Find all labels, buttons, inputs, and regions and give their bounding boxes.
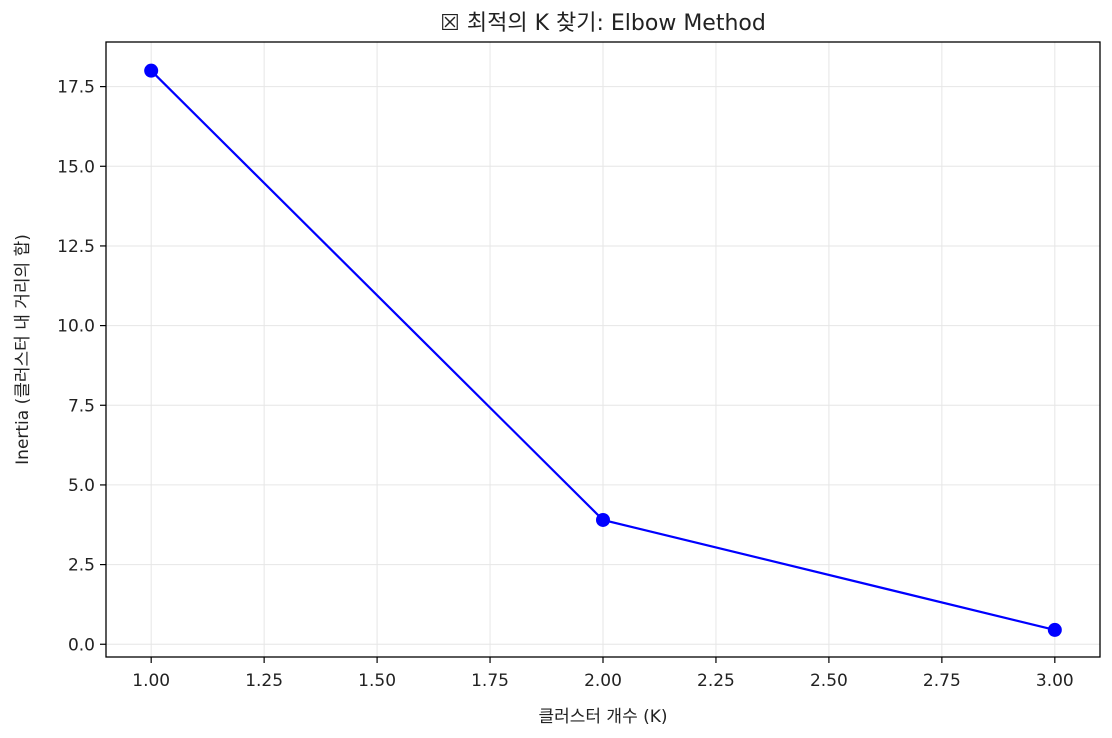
data-point: [1047, 622, 1062, 637]
x-tick-label: 1.75: [471, 671, 509, 691]
x-tick-label: 3.00: [1036, 671, 1074, 691]
x-tick-label: 2.75: [923, 671, 961, 691]
x-tick-label: 2.25: [697, 671, 735, 691]
x-tick-label: 1.25: [245, 671, 283, 691]
x-tick-label: 1.00: [132, 671, 170, 691]
labels-layer: ☒ 최적의 K 찾기: Elbow Method 클러스터 개수 (K) Ine…: [13, 11, 766, 727]
y-tick-label: 7.5: [68, 396, 95, 416]
series-layer: [144, 63, 1062, 637]
y-tick-label: 2.5: [68, 556, 95, 576]
y-tick-label: 17.5: [57, 78, 95, 98]
chart-title: ☒ 최적의 K 찾기: Elbow Method: [440, 11, 766, 36]
data-point: [596, 512, 610, 527]
axes-layer: 1.00 1.25 1.50 1.75 2.00 2.25 2.50 2.75 3.00 0.0 2…: [57, 41, 1101, 691]
y-tick-label: 10.0: [57, 317, 95, 337]
y-tick-label: 0.0: [68, 635, 95, 655]
x-tick-label: 2.50: [810, 671, 848, 691]
y-tick-label: 5.0: [68, 476, 95, 496]
x-axis-label: 클러스터 개수 (K): [538, 707, 667, 727]
data-point: [144, 63, 159, 78]
y-axis-label: Inertia (클러스터 내 거리의 합): [13, 234, 33, 465]
plot-frame: [105, 41, 1101, 658]
x-tick-label: 2.00: [584, 671, 622, 691]
y-tick-label: 15.0: [57, 157, 95, 177]
y-tick-label: 12.5: [57, 237, 95, 257]
grid-layer: [106, 42, 1100, 657]
x-tick-label: 1.50: [358, 671, 396, 691]
